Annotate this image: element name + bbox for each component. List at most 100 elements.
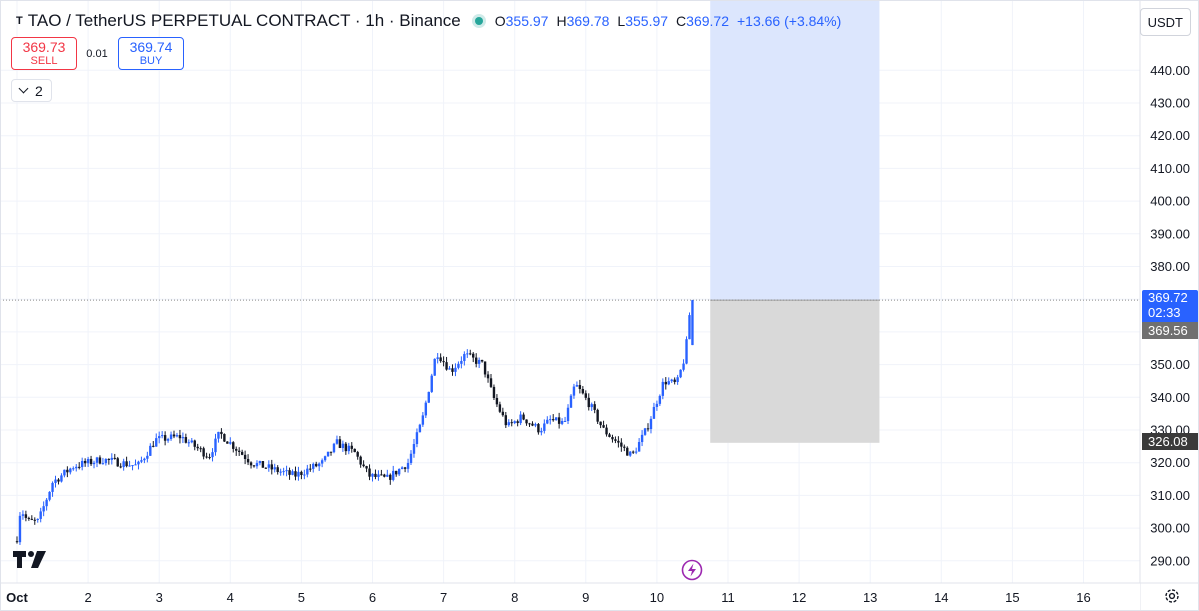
x-tick-label: 14 (934, 590, 948, 605)
x-tick-label: 10 (650, 590, 664, 605)
candle-body (655, 403, 659, 407)
candle-body (163, 435, 167, 441)
candle-body (166, 439, 170, 441)
sell-label: SELL (30, 54, 58, 67)
candle-body (66, 469, 69, 473)
candle-body (229, 442, 232, 444)
candle-body (409, 453, 413, 463)
chevron-down-icon (18, 83, 29, 94)
symbol-title[interactable]: TAO / TetherUS PERPETUAL CONTRACT · 1h ·… (27, 11, 461, 30)
candle-body (483, 361, 487, 375)
candle-body (664, 381, 667, 385)
candle-body (415, 432, 419, 445)
candle-body (172, 434, 176, 437)
y-tick-label: 430.00 (1150, 96, 1190, 111)
candle-body (637, 442, 641, 452)
candle-body (534, 424, 537, 426)
candle-body (279, 471, 282, 473)
candle-body (489, 378, 493, 387)
candle-body (611, 437, 614, 440)
candle-body (581, 389, 585, 394)
candle-body (395, 470, 398, 475)
sell-button[interactable]: 369.73 SELL (11, 37, 77, 70)
ohlc-close-value: 369.72 (686, 13, 729, 29)
symbol-logo: T (16, 15, 23, 27)
candle-body (599, 421, 602, 426)
candle-body (48, 491, 51, 500)
gear-icon[interactable] (1163, 587, 1181, 605)
candle-body (329, 451, 333, 453)
candle-body (249, 462, 253, 466)
candle-body (152, 445, 155, 447)
y-tick-label: 410.00 (1150, 161, 1190, 176)
candle-body (119, 466, 122, 468)
candle-body (596, 409, 599, 422)
candle-body (326, 451, 330, 457)
candle-body (427, 391, 430, 403)
candle-body (679, 369, 682, 378)
candle-body (587, 397, 590, 408)
candle-body (433, 358, 436, 376)
candle-body (237, 450, 241, 452)
candle-body (528, 423, 531, 425)
candle-body (590, 404, 593, 408)
candle-body (143, 458, 146, 461)
candle-body (320, 460, 324, 464)
candle-body (605, 427, 608, 435)
candle-body (208, 457, 211, 459)
y-tick-label: 300.00 (1150, 521, 1190, 536)
y-tick-label: 320.00 (1150, 455, 1190, 470)
x-tick-label: 13 (863, 590, 877, 605)
candle-body (442, 361, 445, 363)
candle-body (546, 419, 549, 424)
buy-button[interactable]: 369.74 BUY (118, 37, 184, 70)
candle-body (397, 469, 401, 475)
candle-body (300, 471, 303, 476)
candle-body (519, 414, 522, 424)
candle-body (78, 466, 81, 468)
buy-price: 369.74 (129, 38, 173, 55)
candle-body (104, 458, 108, 464)
candle-body (498, 404, 502, 412)
candle-body (374, 473, 377, 477)
indicators-count: 2 (35, 82, 43, 99)
chart-header: T TAO / TetherUS PERPETUAL CONTRACT · 1h… (0, 8, 841, 34)
candle-body (383, 474, 386, 477)
candle-body (72, 468, 75, 470)
candle-body (190, 440, 193, 443)
candle-body (57, 479, 60, 482)
candle-body (480, 359, 484, 362)
candle-body (335, 439, 339, 444)
lightning-icon[interactable] (681, 559, 703, 581)
candle-body (107, 458, 111, 460)
candle-body (220, 431, 223, 435)
currency-button[interactable]: USDT (1139, 8, 1191, 36)
candle-body (264, 467, 268, 469)
candle-body (15, 541, 19, 543)
candle-body (634, 451, 638, 453)
candle-body (359, 456, 362, 465)
candle-body (516, 421, 519, 424)
candle-body (83, 460, 87, 464)
candle-body (252, 465, 256, 467)
candle-body (196, 446, 199, 449)
candle-body (341, 443, 345, 448)
candle-body (560, 421, 564, 424)
candle-body (629, 451, 632, 456)
candle-body (472, 353, 475, 358)
y-tick-label: 400.00 (1150, 194, 1190, 209)
x-tick-label: 8 (511, 590, 518, 605)
candle-body (510, 422, 513, 424)
candle-body (685, 339, 688, 364)
candle-body (626, 447, 629, 456)
candle-body (140, 460, 143, 462)
candle-body (199, 448, 202, 450)
candle-body (424, 402, 428, 416)
candle-body (223, 434, 226, 442)
candle-body (614, 439, 617, 441)
indicators-toggle[interactable]: 2 (11, 79, 52, 102)
candle-body (240, 451, 244, 455)
candle-body (406, 462, 410, 469)
candle-body (54, 479, 57, 483)
